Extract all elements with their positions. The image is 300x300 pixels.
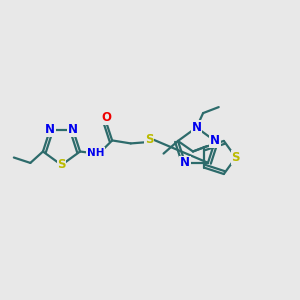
Text: O: O (102, 111, 112, 124)
Text: N: N (191, 121, 202, 134)
Text: NH: NH (87, 148, 104, 158)
Text: S: S (232, 151, 240, 164)
Text: N: N (45, 123, 55, 136)
Text: S: S (57, 158, 66, 172)
Text: N: N (210, 134, 220, 148)
Text: N: N (180, 156, 190, 169)
Text: N: N (68, 123, 78, 136)
Text: S: S (145, 133, 153, 146)
